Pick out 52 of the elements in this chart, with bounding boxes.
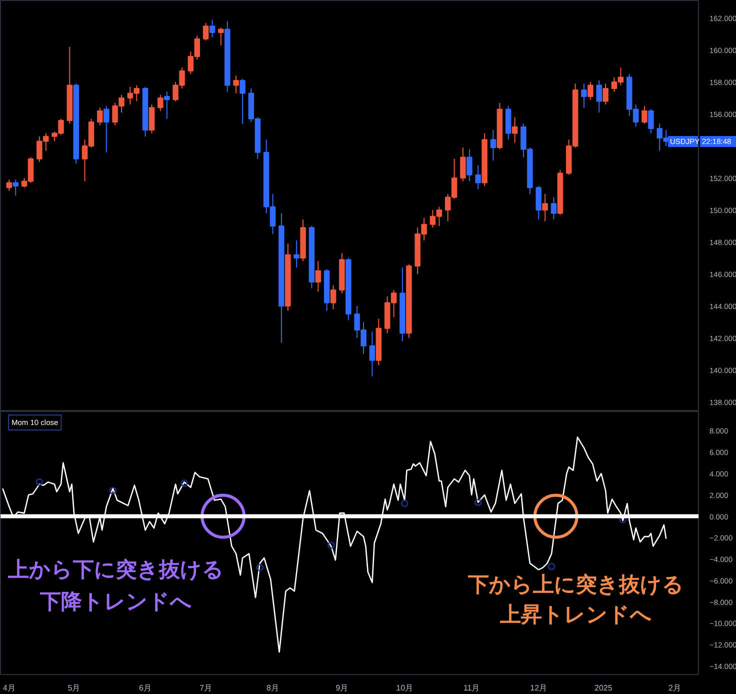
point <box>36 478 44 486</box>
x-tick-label: 9月 <box>336 684 348 692</box>
candlestick <box>642 106 648 124</box>
candlestick <box>602 83 608 105</box>
x-tick-label: 2025 <box>594 684 613 692</box>
candlestick <box>505 106 512 140</box>
point <box>327 541 335 549</box>
x-tick-label: 6月 <box>139 684 152 692</box>
candlestick <box>490 130 496 161</box>
x-tick-label: 12月 <box>530 684 548 692</box>
candlestick <box>209 19 216 38</box>
x-tick-label: 4月 <box>2 684 16 692</box>
candlestick <box>97 107 103 126</box>
candlestick <box>315 260 322 292</box>
x-tick-label: 5月 <box>68 684 80 692</box>
candlestick <box>466 148 472 182</box>
candlestick <box>294 240 300 268</box>
x-tick-label: 8月 <box>266 684 280 692</box>
candlestick <box>6 179 12 192</box>
candlestick <box>233 75 239 94</box>
candlestick <box>648 108 654 134</box>
candlestick <box>550 196 557 220</box>
point <box>474 498 482 506</box>
annotation: 下から上に突き抜ける上昇トレンドへ <box>466 572 684 626</box>
candlestick <box>330 284 336 310</box>
candlestick <box>164 91 170 120</box>
point <box>256 564 264 572</box>
candlestick <box>542 194 548 222</box>
point <box>180 479 188 487</box>
point <box>548 562 556 570</box>
x-tick-label: 2月 <box>668 684 681 692</box>
candlestick <box>158 94 164 112</box>
candlestick <box>536 186 542 220</box>
point <box>400 500 408 508</box>
candlestick <box>148 104 155 134</box>
candlestick <box>369 331 376 377</box>
candlestick <box>460 147 466 182</box>
point <box>109 486 117 494</box>
x-tick-label: 11月 <box>463 684 480 692</box>
candlestick <box>240 78 246 124</box>
candlestick <box>475 164 481 190</box>
candlestick <box>512 116 518 144</box>
candlestick <box>581 83 587 108</box>
x-tick-label: 7月 <box>200 684 212 692</box>
candlestick <box>588 82 594 100</box>
candlestick <box>202 22 209 41</box>
candlestick <box>104 106 110 153</box>
x-tick-label: 10月 <box>396 684 414 692</box>
annotation: 上から下に突き抜ける下降トレンドへ <box>7 557 224 614</box>
candlestick <box>596 80 602 113</box>
candlestick <box>218 27 224 46</box>
candlestick <box>12 179 19 196</box>
